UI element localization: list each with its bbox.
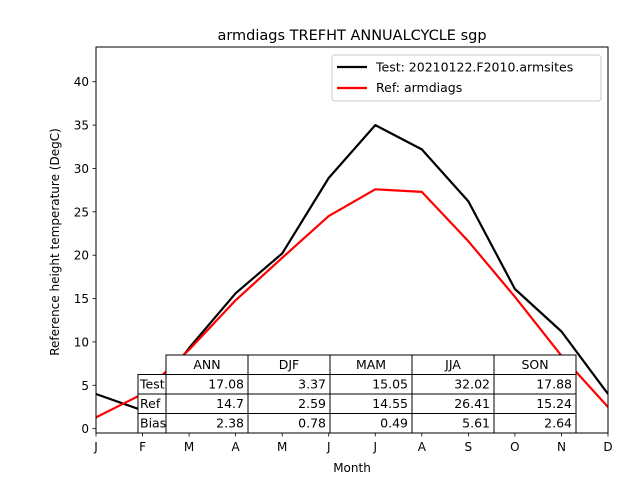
table-cell-value: 32.02	[454, 377, 490, 392]
table-cell-value: 0.49	[380, 416, 408, 431]
x-tick-label: J	[326, 440, 331, 454]
table-cell-value: 2.64	[544, 416, 572, 431]
table-cell-value: 14.55	[372, 396, 408, 411]
table-cell-value: 17.88	[536, 377, 572, 392]
table-header-label: DJF	[279, 357, 300, 372]
table-row-label: Bias	[140, 416, 166, 431]
table-header-label: JJA	[444, 357, 461, 372]
x-tick-label: A	[418, 440, 427, 454]
table-cell-value: 0.78	[298, 416, 326, 431]
y-axis-label: Reference height temperature (DegC)	[48, 128, 62, 356]
table-cell-value: 26.41	[454, 396, 490, 411]
y-tick-label: 20	[74, 249, 89, 263]
table-header-label: ANN	[193, 357, 220, 372]
y-tick-label: 40	[74, 75, 89, 89]
table-row-label: Test	[139, 377, 165, 392]
legend-label-ref: Ref: armdiags	[376, 80, 462, 95]
table-cell-value: 5.61	[462, 416, 490, 431]
table-row-label: Ref	[140, 396, 161, 411]
y-tick-label: 10	[74, 335, 89, 349]
x-tick-label: M	[184, 440, 194, 454]
legend: Test: 20210122.F2010.armsites Ref: armdi…	[332, 55, 601, 101]
x-tick-label: J	[93, 440, 98, 454]
table-cell-value: 15.24	[536, 396, 572, 411]
x-axis-label: Month	[333, 461, 371, 475]
x-tick-label: D	[603, 440, 612, 454]
x-tick-label: N	[557, 440, 566, 454]
table-cell-value: 2.38	[216, 416, 244, 431]
x-tick-label: F	[139, 440, 146, 454]
table-cell-value: 14.7	[216, 396, 244, 411]
table-header-label: SON	[521, 357, 548, 372]
table-cell-value: 15.05	[372, 377, 408, 392]
x-tick-label: A	[232, 440, 241, 454]
y-tick-label: 15	[74, 292, 89, 306]
y-tick-label: 25	[74, 205, 89, 219]
legend-label-test: Test: 20210122.F2010.armsites	[375, 60, 573, 75]
stats-table: ANN DJF MAM JJA SON Test 17.08 3.37 15.05 32.02 17…	[138, 355, 576, 433]
table-cell-value: 17.08	[208, 377, 244, 392]
table-cell-value: 3.37	[298, 377, 326, 392]
table-header-label: MAM	[356, 357, 386, 372]
y-tick-label: 5	[81, 379, 89, 393]
table-cell-value: 2.59	[298, 396, 326, 411]
y-tick-label: 35	[74, 119, 89, 133]
x-tick-label: M	[277, 440, 287, 454]
chart-title: armdiags TREFHT ANNUALCYCLE sgp	[217, 28, 486, 44]
y-tick-label: 30	[74, 162, 89, 176]
x-tick-label: J	[372, 440, 377, 454]
x-tick-label: O	[510, 440, 519, 454]
x-tick-label: S	[465, 440, 473, 454]
y-tick-label: 0	[81, 422, 89, 436]
